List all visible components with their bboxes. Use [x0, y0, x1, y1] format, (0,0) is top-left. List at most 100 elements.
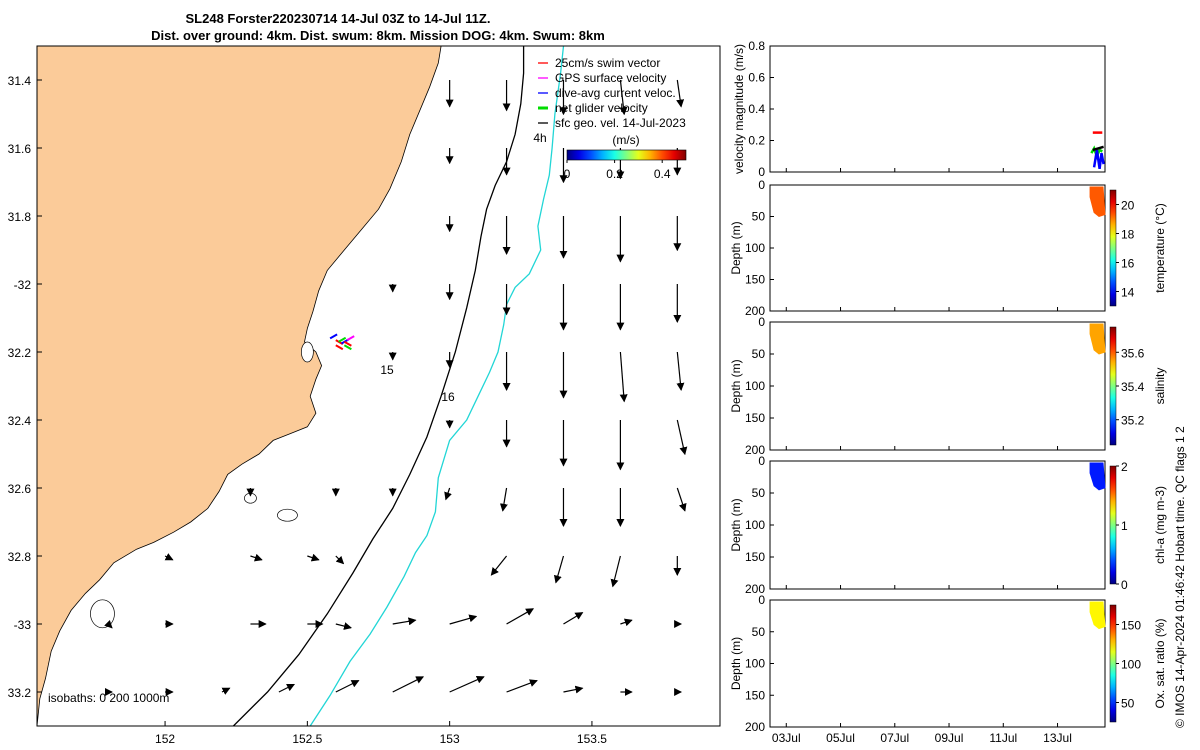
title-line-1: SL248 Forster220230714 14-Jul 03Z to 14-…	[186, 11, 491, 26]
map-x-tick-label: 153	[440, 732, 460, 746]
map-frame	[36, 45, 721, 727]
velocity-ylabel: velocity magnitude (m/s)	[732, 44, 746, 174]
salinity-colorbar	[1109, 326, 1117, 446]
salinity-ylabel: Depth (m)	[729, 359, 743, 412]
velocity-colorbar-tick-label: 0	[564, 167, 571, 181]
map-y-tick-label: 32.2	[8, 346, 32, 360]
temperature-colorbar-label: temperature (°C)	[1153, 203, 1167, 293]
oxygen-saturation-y-tick-label: 200	[745, 720, 765, 734]
legend-label: dive-avg current veloc.	[555, 86, 676, 100]
current-vector	[676, 487, 687, 512]
coastal-lake	[90, 599, 115, 629]
map-panel: 152 152.5 153 153.5 31.4 31.6 31.8 -32 32.2 32.4 3…	[8, 45, 721, 746]
temperature-panel-frame	[769, 184, 1106, 312]
glider-track-vector	[343, 344, 352, 351]
salinity-y-tick-label: 150	[745, 411, 765, 425]
oxygen-saturation-colorbar-tick-label: 50	[1121, 697, 1135, 711]
time-tick-label: 09Jul	[935, 731, 964, 745]
current-vector	[449, 614, 478, 625]
salinity-colorbar-tick-label: 35.6	[1121, 346, 1145, 360]
temperature-colorbar-tick-label: 14	[1121, 286, 1135, 300]
salinity-colorbar-label: salinity	[1153, 368, 1167, 405]
current-vector	[553, 555, 565, 584]
isobath-1000m	[309, 46, 565, 726]
temperature-y-tick-label: 200	[745, 304, 765, 318]
oxygen-saturation-colorbar	[1109, 604, 1117, 723]
chlorophyll-a-colorbar	[1109, 465, 1117, 585]
current-vector	[563, 685, 584, 694]
map-y-tick-label: 31.8	[8, 210, 32, 224]
current-vector	[392, 676, 425, 693]
temperature-data-patch	[1089, 186, 1106, 218]
map-annotation: 15	[380, 363, 394, 377]
map-y-tick-label: 31.4	[8, 74, 32, 88]
chlorophyll-a-y-tick-label: 0	[758, 454, 765, 468]
oxygen-saturation-y-tick-label: 0	[758, 593, 765, 607]
coastal-lake	[301, 341, 314, 363]
map-y-tick-label: 32.8	[8, 550, 32, 564]
map-y-tick-label: 33.2	[8, 686, 32, 700]
current-vector	[610, 555, 621, 588]
velocity-y-tick-label: 0.4	[748, 102, 765, 116]
current-vector	[221, 687, 231, 695]
salinity-y-tick-label: 50	[752, 347, 766, 361]
map-x-tick-label: 152	[155, 732, 175, 746]
salinity-data-patch	[1089, 323, 1106, 355]
current-vector	[307, 553, 320, 562]
current-vector	[490, 555, 508, 576]
chlorophyll-a-y-tick-label: 50	[752, 486, 766, 500]
time-tick-label: 03Jul	[772, 731, 801, 745]
legend-label: sfc geo. vel. 14-Jul-2023	[555, 116, 686, 130]
map-y-tick-label: 31.6	[8, 142, 32, 156]
current-vector	[563, 612, 584, 625]
current-vector	[506, 608, 535, 625]
chlorophyll-a-colorbar-tick-label: 2	[1121, 460, 1128, 474]
current-vector	[676, 419, 688, 456]
isobath-legend-text: isobaths: 0 200 1000m	[48, 691, 169, 705]
oxygen-saturation-ylabel: Depth (m)	[729, 637, 743, 690]
oxygen-saturation-colorbar-tick-label: 100	[1121, 658, 1141, 672]
current-vector	[104, 620, 113, 629]
map-y-tick-label: 32.6	[8, 482, 32, 496]
oxygen-saturation-data-patch	[1089, 601, 1106, 630]
current-vector	[335, 555, 345, 565]
legend-label: GPS surface velocity	[555, 71, 666, 85]
temperature-colorbar-tick-label: 20	[1121, 199, 1135, 213]
current-vector	[392, 617, 417, 626]
current-vector	[676, 351, 685, 391]
salinity-colorbar-tick-label: 35.4	[1121, 380, 1145, 394]
temperature-y-tick-label: 0	[758, 178, 765, 192]
time-tick-label: 11Jul	[989, 731, 1017, 745]
map-x-tick-label: 152.5	[292, 732, 322, 746]
map-y-tick-label: 32.4	[8, 414, 32, 428]
velocity-panel-frame	[769, 45, 1106, 173]
chlorophyll-a-y-tick-label: 200	[745, 582, 765, 596]
chlorophyll-a-colorbar-tick-label: 0	[1121, 578, 1128, 592]
legend-label: 25cm/s swim vector	[555, 56, 660, 70]
current-vector	[250, 553, 263, 562]
oxygen-saturation-panel-frame	[769, 599, 1106, 728]
chlorophyll-a-colorbar-tick-label: 1	[1121, 519, 1128, 533]
temperature-colorbar-tick-label: 18	[1121, 228, 1135, 242]
glider-track-vector	[329, 333, 338, 340]
temperature-colorbar-tick-label: 16	[1121, 257, 1135, 271]
glider-track-vector	[338, 336, 347, 343]
chlorophyll-a-data-patch	[1089, 462, 1106, 491]
temperature-y-tick-label: 50	[752, 210, 766, 224]
current-vector	[449, 675, 485, 693]
temperature-y-tick-label: 150	[745, 273, 765, 287]
current-vector	[620, 618, 633, 627]
current-vector	[499, 487, 508, 512]
current-vector	[676, 79, 685, 108]
current-vector	[164, 553, 174, 561]
current-vector	[278, 683, 295, 693]
map-y-tick-label: -32	[14, 278, 32, 292]
salinity-y-tick-label: 100	[745, 379, 765, 393]
title-line-2: Dist. over ground: 4km. Dist. swum: 8km.…	[151, 28, 605, 43]
velocity-colorbar-label: (m/s)	[612, 133, 639, 147]
oxygen-saturation-colorbar-label: Ox. sat. ratio (%)	[1153, 618, 1167, 708]
velocity-y-tick-label: 0.6	[748, 71, 765, 85]
